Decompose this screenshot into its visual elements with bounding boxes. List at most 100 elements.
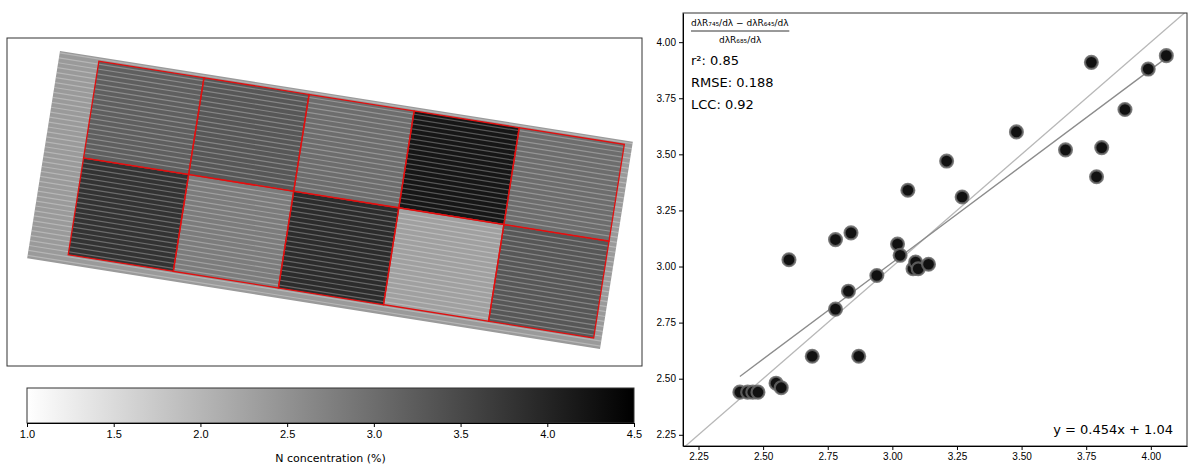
tick-label: 1.0 bbox=[20, 428, 35, 440]
point bbox=[775, 381, 788, 394]
tick: 2.50 bbox=[754, 446, 774, 462]
tick-label: 3.0 bbox=[367, 428, 382, 440]
point bbox=[956, 191, 969, 204]
scan-line bbox=[37, 196, 610, 287]
scan-line bbox=[45, 147, 618, 238]
fit-line bbox=[740, 58, 1166, 377]
scan-line bbox=[43, 157, 616, 248]
point bbox=[1090, 170, 1103, 183]
fraction-bar bbox=[691, 31, 789, 32]
point bbox=[1160, 49, 1173, 62]
tick-mark bbox=[892, 446, 893, 450]
tick-mark bbox=[679, 379, 683, 380]
tick-label: 4.5 bbox=[627, 428, 642, 440]
axis: 1.01.52.02.53.03.54.04.5 bbox=[20, 423, 642, 440]
tick: 4.5 bbox=[627, 423, 642, 440]
tick-label: 3.50 bbox=[1012, 451, 1032, 462]
field bbox=[27, 51, 633, 349]
scan-line bbox=[56, 78, 629, 169]
tick-label: 2.75 bbox=[657, 317, 677, 328]
plot-border bbox=[504, 128, 624, 241]
tick-mark bbox=[27, 423, 28, 427]
tick-mark bbox=[200, 423, 201, 427]
tick-mark bbox=[547, 423, 548, 427]
tick-mark bbox=[634, 423, 635, 427]
scan-line bbox=[58, 63, 631, 154]
tick-label: 3.25 bbox=[657, 205, 677, 216]
tick-mark bbox=[957, 446, 958, 450]
plot-border bbox=[399, 111, 519, 224]
tick-mark bbox=[679, 323, 683, 324]
scan-line bbox=[35, 206, 608, 297]
point bbox=[842, 285, 855, 298]
scan-line bbox=[34, 216, 607, 307]
tick: 2.5 bbox=[280, 423, 295, 440]
annotation: LCC: 0.92 bbox=[691, 97, 754, 112]
point bbox=[1095, 141, 1108, 154]
tick-label: 3.25 bbox=[948, 451, 968, 462]
tick-mark bbox=[1086, 446, 1087, 450]
scan-line bbox=[53, 97, 626, 188]
scan-line bbox=[28, 250, 601, 341]
scan-line bbox=[59, 58, 632, 149]
plot-border bbox=[189, 78, 309, 191]
plot-border bbox=[383, 208, 503, 321]
tick-label: 4.00 bbox=[657, 37, 677, 48]
plot-border bbox=[173, 175, 293, 288]
scan-line bbox=[35, 211, 608, 302]
scan-line bbox=[30, 241, 603, 332]
plot-border bbox=[68, 158, 188, 271]
scan-line bbox=[46, 137, 619, 228]
point bbox=[829, 233, 842, 246]
tick-mark bbox=[114, 423, 115, 427]
axis-line bbox=[684, 446, 1188, 447]
equation: y = 0.454x + 1.04 bbox=[1053, 422, 1173, 437]
scan-line bbox=[57, 73, 630, 164]
tick: 3.25 bbox=[948, 446, 968, 462]
axis-line bbox=[28, 423, 635, 424]
scan-line bbox=[55, 83, 628, 174]
tick: 2.0 bbox=[193, 423, 208, 440]
tick-mark bbox=[679, 210, 683, 211]
tick-mark bbox=[679, 98, 683, 99]
plot-borders bbox=[68, 61, 624, 338]
tick: 2.75 bbox=[819, 446, 839, 462]
point bbox=[901, 184, 914, 197]
tick-label: 4.0 bbox=[540, 428, 555, 440]
scan-line bbox=[32, 226, 605, 317]
tick: 3.75 bbox=[657, 93, 683, 104]
scan-line bbox=[39, 181, 612, 272]
tick-mark bbox=[1022, 446, 1023, 450]
point bbox=[870, 269, 883, 282]
plot-frame bbox=[683, 13, 1187, 446]
tick-label: 2.25 bbox=[657, 429, 677, 440]
point bbox=[829, 303, 842, 316]
tick: 3.25 bbox=[657, 205, 683, 216]
tick: 3.0 bbox=[367, 423, 382, 440]
colorbar-title: N concentration (%) bbox=[275, 452, 385, 465]
reference-line bbox=[683, 13, 1187, 446]
tick-mark bbox=[679, 42, 683, 43]
point bbox=[806, 350, 819, 363]
tick-mark bbox=[1151, 446, 1152, 450]
annotation: r²: 0.85 bbox=[691, 53, 739, 68]
point bbox=[1059, 143, 1072, 156]
point bbox=[845, 226, 858, 239]
panel-frame bbox=[7, 38, 642, 366]
tick: 3.50 bbox=[657, 149, 683, 160]
tick: 3.00 bbox=[657, 261, 683, 272]
tick-mark bbox=[679, 267, 683, 268]
point bbox=[894, 249, 907, 262]
tick-label: 3.50 bbox=[657, 149, 677, 160]
scan-line bbox=[60, 53, 633, 144]
tick: 3.00 bbox=[883, 446, 903, 462]
point bbox=[1142, 63, 1155, 76]
tick-label: 2.50 bbox=[657, 373, 677, 384]
plot-area bbox=[683, 13, 1187, 446]
scan-line bbox=[29, 246, 602, 337]
scan-line bbox=[53, 92, 626, 183]
tick: 1.5 bbox=[107, 423, 122, 440]
tick-mark bbox=[679, 154, 683, 155]
tick-label: 3.00 bbox=[657, 261, 677, 272]
scan-line bbox=[28, 255, 601, 346]
